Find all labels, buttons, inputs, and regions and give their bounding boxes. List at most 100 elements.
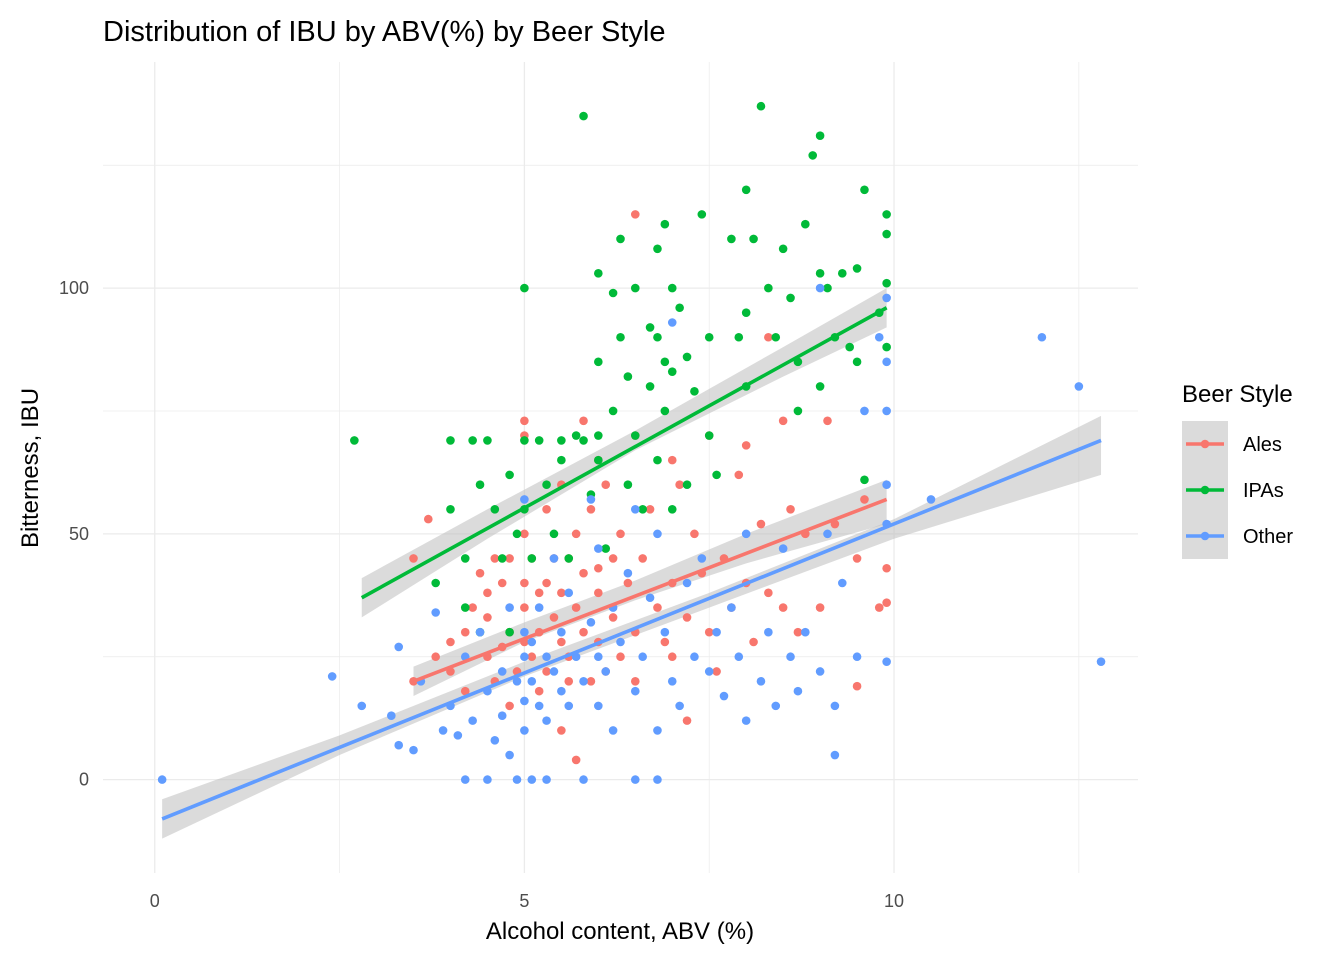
point-ipas	[350, 436, 359, 445]
point-other	[667, 318, 677, 327]
point-ipas	[852, 264, 862, 273]
point-other	[1096, 657, 1106, 666]
point-other	[675, 701, 684, 711]
point-ipas	[549, 529, 559, 539]
point-ipas	[823, 283, 832, 293]
point-ales	[882, 598, 891, 607]
point-ipas	[653, 244, 662, 254]
point-ales	[564, 677, 574, 686]
point-other	[512, 677, 522, 686]
point-other	[756, 677, 766, 686]
point-ales	[712, 667, 721, 676]
point-other	[830, 750, 840, 760]
point-ipas	[520, 283, 529, 293]
point-other	[764, 627, 773, 637]
point-ipas	[808, 151, 818, 160]
point-ipas	[505, 627, 514, 637]
point-ipas	[727, 234, 736, 244]
point-ales	[852, 554, 862, 563]
point-ipas	[460, 603, 470, 612]
x-tick-label: 0	[150, 891, 160, 911]
point-ipas	[571, 431, 581, 440]
point-ales	[468, 603, 477, 612]
point-ipas	[608, 288, 618, 298]
point-ipas	[512, 529, 522, 539]
point-ipas	[616, 234, 625, 244]
point-other	[438, 726, 448, 735]
point-ipas	[460, 554, 470, 563]
point-ipas	[734, 332, 744, 342]
point-other	[387, 711, 396, 721]
point-other	[882, 657, 891, 666]
point-ipas	[845, 342, 854, 352]
point-ales	[667, 455, 677, 465]
point-other	[534, 701, 544, 711]
point-ales	[446, 637, 455, 647]
point-ales	[557, 588, 566, 598]
y-tick-label: 0	[79, 770, 89, 790]
point-ipas	[520, 436, 529, 445]
point-ales	[460, 686, 470, 696]
point-ipas	[741, 308, 751, 317]
point-other	[882, 293, 891, 303]
point-ales	[675, 480, 684, 490]
legend-key-point	[1200, 439, 1210, 449]
point-ales	[571, 529, 581, 539]
point-other	[157, 775, 167, 784]
point-ipas	[630, 431, 640, 440]
point-ales	[549, 613, 559, 622]
point-ipas	[882, 342, 891, 352]
point-other	[653, 775, 662, 784]
point-ales	[778, 603, 788, 612]
point-ipas	[594, 357, 603, 367]
point-ales	[608, 613, 618, 622]
point-ales	[586, 504, 596, 514]
point-ales	[616, 652, 625, 662]
point-other	[815, 283, 825, 293]
point-other	[682, 578, 692, 588]
point-other	[490, 735, 500, 745]
point-ipas	[475, 480, 485, 490]
legend-label-ipas: IPAs	[1243, 480, 1284, 502]
point-other	[719, 691, 729, 701]
trend-line-ipas	[360, 306, 888, 600]
point-other	[801, 627, 810, 637]
legend-label-other: Other	[1243, 526, 1293, 548]
point-ipas	[594, 431, 603, 440]
point-ales	[660, 637, 670, 647]
point-ales	[623, 578, 633, 588]
point-ipas	[675, 303, 684, 313]
point-ales	[520, 416, 529, 426]
point-ipas	[527, 554, 537, 563]
point-ipas	[682, 480, 692, 490]
point-ales	[579, 416, 588, 426]
point-ales	[460, 627, 470, 637]
point-other	[549, 554, 559, 563]
point-other	[653, 726, 662, 735]
point-ales	[579, 627, 588, 637]
point-ales	[520, 603, 529, 612]
point-ales	[579, 568, 588, 578]
point-ales	[475, 568, 485, 578]
point-ales	[534, 686, 544, 696]
point-other	[778, 544, 788, 553]
point-ipas	[667, 504, 677, 514]
point-ales	[638, 554, 647, 563]
point-other	[1074, 382, 1084, 391]
legend: Beer Style Ales IPAs Other	[1182, 381, 1293, 559]
point-other	[601, 667, 611, 676]
point-ales	[653, 603, 662, 612]
point-other	[520, 652, 529, 662]
point-ales	[860, 495, 869, 504]
point-ipas	[697, 210, 707, 219]
point-other	[409, 745, 418, 755]
point-ipas	[690, 387, 699, 396]
point-ipas	[882, 229, 891, 239]
point-other	[690, 652, 699, 662]
point-other	[586, 495, 596, 504]
point-ipas	[815, 382, 825, 391]
point-ipas	[712, 470, 721, 480]
point-other	[630, 686, 640, 696]
